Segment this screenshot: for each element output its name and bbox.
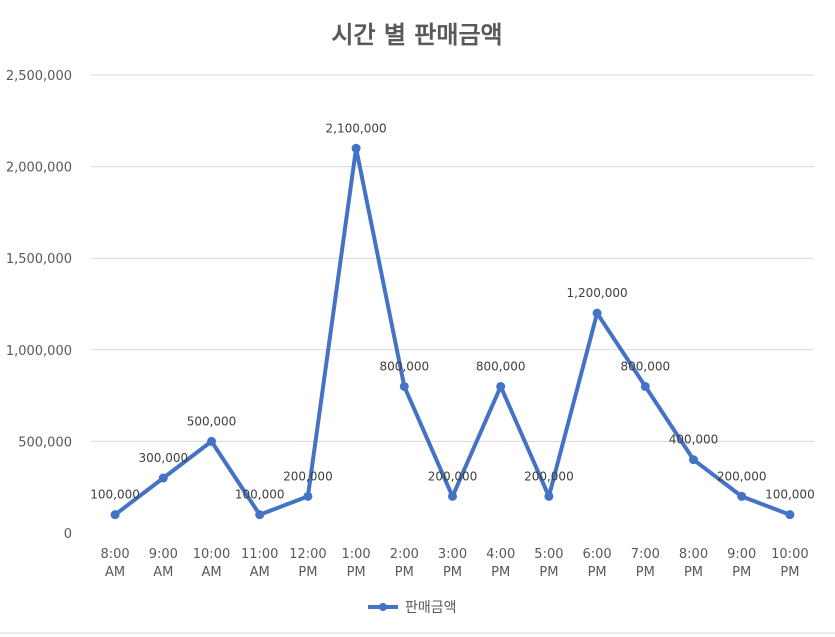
data-point [158, 473, 168, 483]
y-tick-label: 0 [64, 527, 72, 542]
x-tick-label: 1:00 PM [341, 547, 370, 580]
data-point [110, 510, 120, 520]
data-point [496, 381, 506, 391]
data-label: 200,000 [717, 469, 767, 483]
data-label: 200,000 [428, 469, 478, 483]
data-label: 500,000 [187, 414, 237, 428]
x-tick-label: 12:00 PM [289, 547, 326, 580]
y-axis-ticks: 0 500,000 1,000,000 1,500,000 2,000,000 2,500… [6, 69, 72, 542]
x-tick-label: 2:00 PM [390, 547, 419, 580]
x-tick-label: 5:00 PM [534, 547, 563, 580]
y-tick-label: 2,000,000 [6, 161, 72, 176]
data-label: 200,000 [524, 469, 574, 483]
data-point [351, 143, 361, 153]
legend-dot-marker [379, 603, 387, 611]
data-label: 300,000 [138, 451, 188, 465]
data-point [640, 381, 650, 391]
data-label: 400,000 [669, 433, 719, 447]
data-point [303, 491, 313, 501]
series-layer [113, 146, 792, 517]
data-label: 100,000 [235, 488, 285, 502]
x-axis-ticks: 8:00 AM 9:00 AM 10:00 AM 11:00 AM 12:00 PM 1:00 PM 2… [100, 547, 808, 580]
series-line-sales [113, 146, 792, 517]
legend-label: 판매금액 [405, 600, 457, 616]
data-point [737, 491, 747, 501]
data-label: 2,100,000 [326, 121, 387, 135]
x-tick-label: 8:00 AM [100, 547, 129, 580]
data-label: 800,000 [476, 359, 526, 373]
y-tick-label: 1,000,000 [6, 344, 72, 359]
data-point [785, 510, 795, 520]
data-points [110, 143, 795, 520]
legend: 판매금액 [368, 600, 457, 616]
x-tick-label: 6:00 PM [582, 547, 611, 580]
chart-title: 시간 별 판매금액 [331, 21, 502, 49]
data-label: 100,000 [90, 488, 140, 502]
data-label: 800,000 [620, 359, 670, 373]
data-point [207, 436, 216, 446]
data-label: 200,000 [283, 469, 333, 483]
x-tick-label: 8:00 PM [679, 547, 708, 580]
x-tick-label: 4:00 PM [486, 547, 515, 580]
data-point [689, 455, 698, 465]
y-tick-label: 1,500,000 [6, 252, 72, 267]
data-point [399, 381, 409, 391]
data-point [448, 491, 457, 501]
x-tick-label: 10:00 AM [193, 547, 230, 580]
x-tick-label: 7:00 PM [631, 547, 660, 580]
x-tick-label: 9:00 PM [727, 547, 756, 580]
y-tick-label: 2,500,000 [6, 69, 72, 84]
data-point [255, 510, 265, 520]
y-tick-label: 500,000 [18, 435, 72, 450]
x-tick-label: 11:00 AM [241, 547, 278, 580]
gridlines [91, 74, 814, 442]
data-point [592, 308, 602, 318]
data-label: 800,000 [379, 359, 429, 373]
data-point [544, 491, 554, 501]
data-labels: 100,000 300,000 500,000 100,000 200,000 2,100… [90, 121, 814, 501]
data-label: 100,000 [765, 488, 815, 502]
x-tick-label: 10:00 PM [771, 547, 808, 580]
data-label: 1,200,000 [567, 286, 628, 300]
x-tick-label: 9:00 AM [149, 547, 178, 580]
x-tick-label: 3:00 PM [438, 547, 467, 580]
